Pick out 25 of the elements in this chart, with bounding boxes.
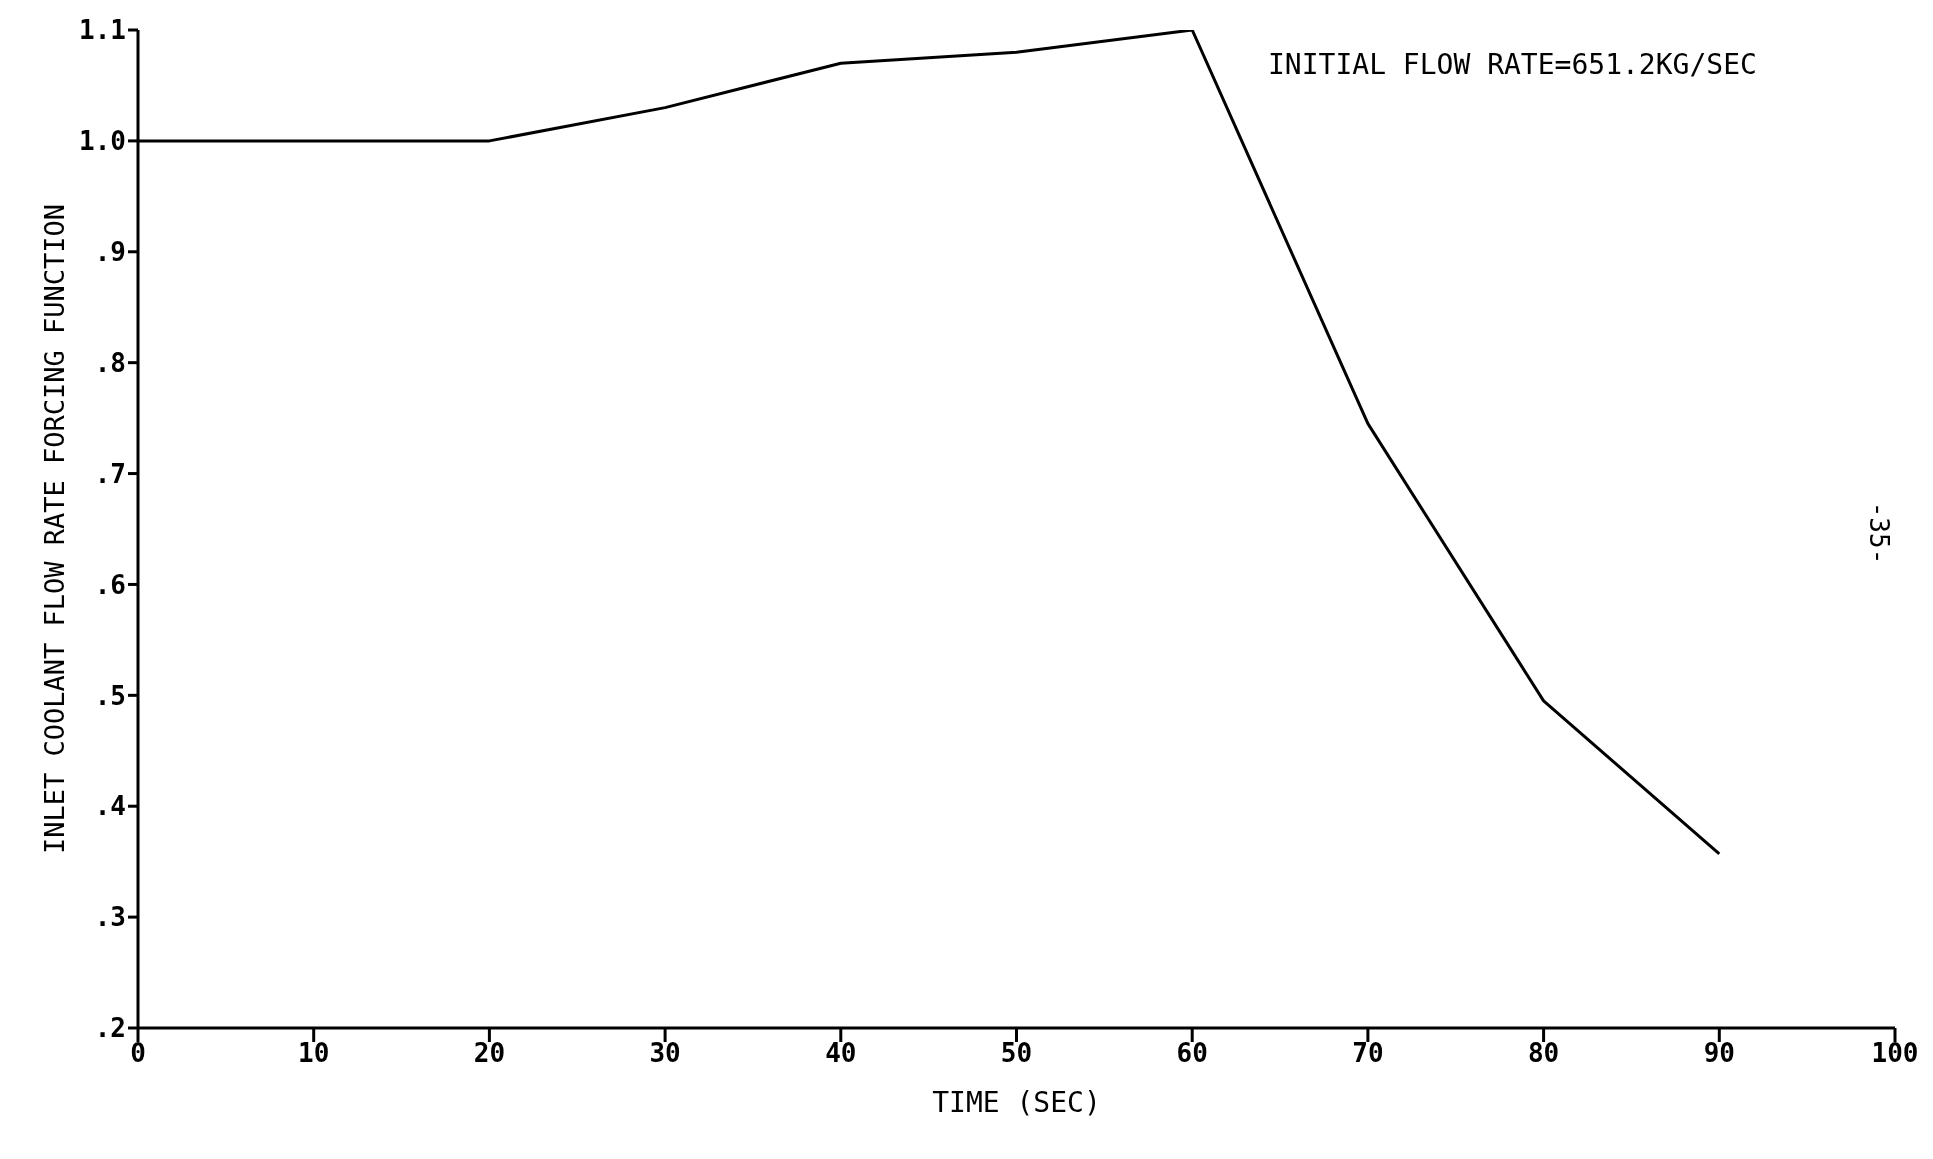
- annotation: INITIAL FLOW RATE=651.2KG/SEC: [1268, 48, 1757, 81]
- y-tick-label: .4: [94, 791, 126, 822]
- y-tick-label: .9: [94, 237, 126, 268]
- y-tick-label: 1.0: [79, 126, 126, 157]
- x-tick-label: 30: [649, 1038, 681, 1069]
- x-tick-label: 10: [298, 1038, 330, 1069]
- y-tick-label: .5: [94, 680, 126, 711]
- x-tick-label: 90: [1703, 1038, 1735, 1069]
- x-tick-label: 50: [1000, 1038, 1033, 1069]
- annotation: -35-: [1864, 501, 1895, 565]
- y-tick-label: .6: [94, 569, 126, 600]
- x-tick-label: 80: [1527, 1038, 1560, 1069]
- x-tick-label: 60: [1176, 1038, 1208, 1069]
- y-axis-title: INLET COOLANT FLOW RATE FORCING FUNCTION: [38, 203, 70, 855]
- y-tick-label: .3: [94, 902, 126, 933]
- x-axis-title: TIME (SEC): [932, 1086, 1101, 1119]
- y-tick-label: .8: [94, 347, 126, 378]
- x-tick-label: 100: [1871, 1038, 1919, 1069]
- x-tick-label: 70: [1352, 1038, 1384, 1069]
- x-tick-label: 0: [130, 1038, 146, 1069]
- y-tick-label: .2: [94, 1013, 126, 1044]
- x-tick-label: 40: [825, 1038, 857, 1069]
- y-tick-label: 1.1: [79, 15, 126, 46]
- y-tick-label: .7: [94, 458, 126, 489]
- x-tick-label: 20: [473, 1038, 506, 1069]
